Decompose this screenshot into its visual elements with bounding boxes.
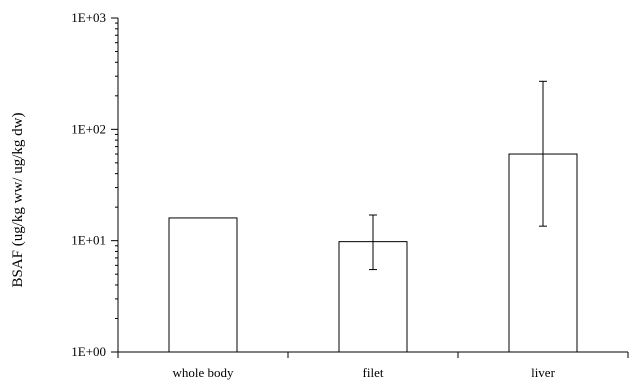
error-bar-liver (539, 80, 547, 227)
x-category-label: liver (531, 365, 555, 380)
y-axis: 1E+00 1E+01 1E+02 1E+03 (71, 10, 119, 359)
error-bars (369, 80, 547, 271)
y-tick-label: 1E+03 (71, 10, 106, 25)
y-axis-label: BSAF (ug/kg ww/ ug/kg dw) (10, 112, 26, 287)
bars (168, 153, 578, 353)
bar-whole-body (168, 217, 238, 353)
y-tick-label: 1E+00 (71, 344, 106, 359)
x-axis: whole body filet liver (117, 351, 629, 380)
y-tick-label: 1E+01 (71, 233, 106, 248)
error-bar-filet (369, 214, 377, 271)
x-category-label: whole body (172, 365, 234, 380)
x-category-label: filet (363, 365, 384, 380)
y-tick-label: 1E+02 (71, 121, 106, 136)
